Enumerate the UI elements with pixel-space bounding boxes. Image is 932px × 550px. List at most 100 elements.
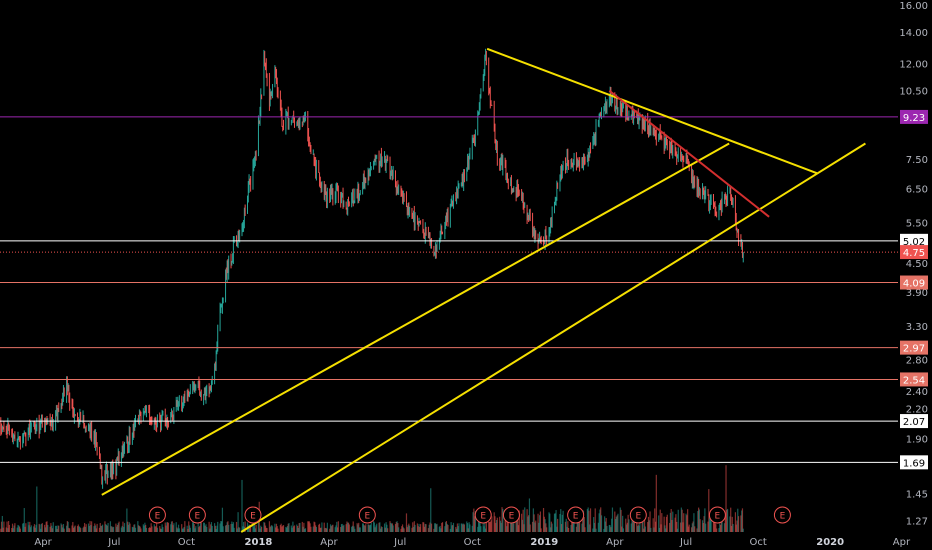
lower-channel-line — [101, 142, 730, 496]
volume-bar — [22, 523, 25, 532]
volume-bar — [589, 508, 592, 532]
price-tick-label: 16.00 — [899, 1, 928, 12]
volume-bar — [274, 523, 276, 532]
volume-bar — [369, 525, 371, 532]
volume-bar — [94, 525, 97, 532]
volume-bar — [430, 523, 433, 532]
volume-bar — [737, 516, 740, 532]
price-tag — [900, 372, 928, 387]
volume-bar — [398, 527, 400, 532]
volume-bar — [690, 527, 693, 532]
price-axis[interactable]: 16.0014.0012.0010.509.257.506.505.504.50… — [899, 1, 928, 527]
volume-bar — [68, 527, 70, 532]
volume-bar — [628, 519, 630, 532]
earnings-marker-label: E — [509, 512, 515, 522]
upper-wedge-line — [486, 47, 818, 175]
volume-bar — [153, 524, 155, 532]
volume-bar — [18, 525, 20, 532]
earnings-marker-label: E — [195, 512, 201, 522]
volume-bar — [374, 527, 376, 532]
volume-bar — [578, 519, 580, 532]
volume-bar — [704, 508, 706, 532]
volume-bar — [430, 488, 432, 532]
volume-bar — [449, 528, 451, 532]
volume-bar — [82, 527, 84, 532]
volume-bar — [297, 525, 299, 532]
volume-bar — [161, 524, 163, 532]
volume-bar — [411, 527, 413, 532]
volume-bar — [2, 527, 4, 532]
volume-bar — [347, 522, 349, 532]
volume-bar — [694, 526, 696, 532]
volume-bar — [571, 519, 573, 532]
volume-bar — [484, 515, 486, 532]
volume-bar — [357, 524, 359, 532]
volume-bar — [288, 523, 290, 532]
volume-bar — [127, 524, 130, 532]
volume-bar — [693, 513, 695, 532]
volume-bar — [534, 522, 536, 532]
volume-bar — [365, 524, 367, 532]
volume-bar — [175, 522, 177, 532]
volume-bar — [154, 526, 156, 532]
volume-bar — [438, 526, 440, 532]
volume-bar — [708, 516, 711, 532]
time-axis[interactable]: Apr Jul Oct 2018 Apr Jul Oct 2019 Apr Jul Oct 2020 A… — [34, 537, 911, 548]
volume-bar — [380, 526, 383, 532]
volume-bar — [397, 523, 399, 532]
volume-bar — [156, 522, 158, 532]
volume-bar — [159, 526, 161, 532]
price-tick-label: 6.50 — [906, 184, 928, 195]
volume-bar — [353, 526, 355, 532]
volume-bar — [392, 525, 394, 532]
price-tick-label: 14.00 — [899, 28, 928, 39]
volume-bar — [517, 525, 520, 532]
volume-bar — [254, 528, 256, 532]
volume-bar — [436, 523, 438, 532]
volume-bar — [36, 486, 38, 532]
earnings-marker — [358, 506, 376, 524]
volume-bar — [611, 518, 613, 532]
volume-bar — [621, 526, 623, 532]
volume-bar — [620, 509, 622, 532]
volume-bar — [584, 527, 586, 532]
volume-bar — [324, 528, 326, 532]
volume-bar — [424, 523, 426, 532]
volume-bar — [345, 524, 347, 532]
volume-bar — [342, 525, 344, 532]
volume-bar — [231, 521, 233, 532]
volume-bar — [389, 521, 391, 532]
volume-bar — [455, 526, 457, 532]
volume-bar — [609, 525, 611, 532]
volume-bar — [433, 528, 435, 532]
volume-bar — [529, 524, 531, 532]
volume-bar — [409, 525, 411, 532]
volume-bar — [73, 527, 75, 532]
volume-bar — [564, 521, 567, 532]
volume-bar — [692, 521, 694, 532]
volume-bar — [210, 524, 212, 532]
volume-bar — [132, 527, 134, 532]
volume-bar — [578, 520, 581, 532]
volume-bar — [62, 524, 65, 532]
volume-bar — [429, 522, 431, 532]
volume-bar — [683, 513, 685, 532]
earnings-marker — [502, 506, 520, 524]
volume-bar — [699, 519, 701, 532]
volume-bar — [665, 516, 668, 532]
volume-bar — [28, 525, 30, 532]
volume-bar — [47, 525, 49, 532]
volume-bar — [582, 513, 584, 532]
volume-bar — [496, 517, 498, 532]
volume-bar — [177, 524, 180, 532]
volume-bar — [232, 522, 234, 532]
volume-bar — [247, 525, 249, 532]
volume-bar — [329, 524, 332, 532]
volume-bar — [216, 525, 218, 532]
time-tick-label: 2018 — [245, 537, 273, 548]
volume-bar — [385, 522, 387, 532]
volume-bar — [170, 524, 172, 532]
volume-bar — [298, 523, 300, 532]
